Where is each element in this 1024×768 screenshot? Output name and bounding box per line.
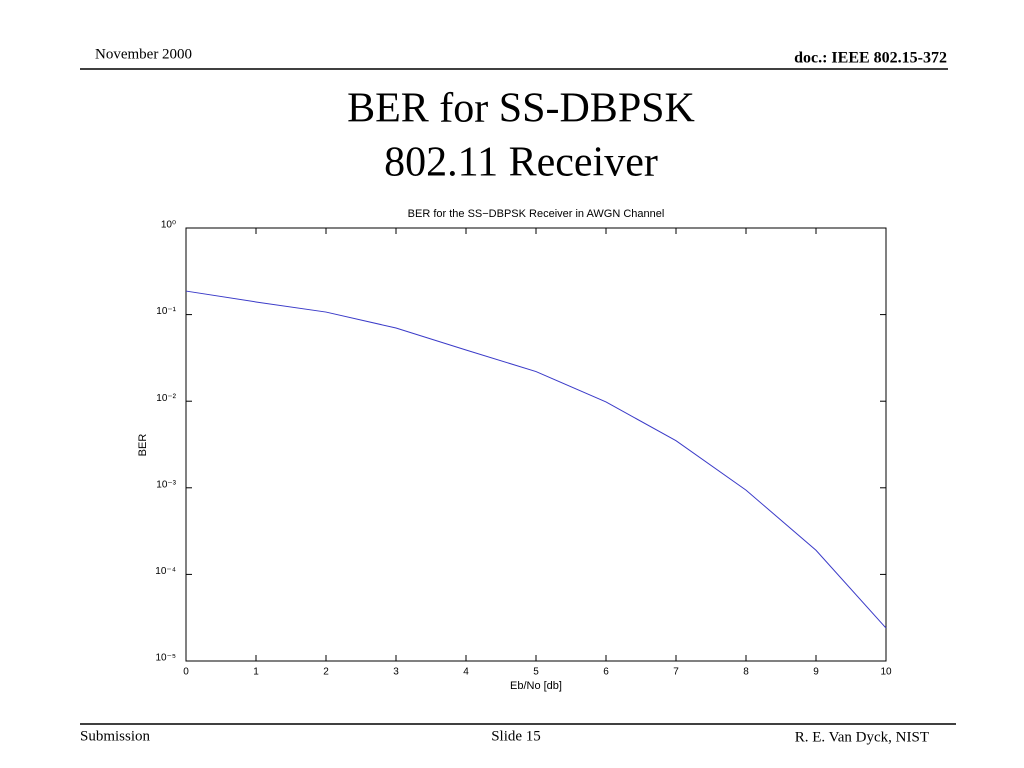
- footer-left: Submission: [80, 728, 151, 744]
- slide-title: BER for SS-DBPSK: [347, 86, 695, 132]
- y-tick-label: 10⁻³: [156, 479, 176, 490]
- x-tick-label: 1: [253, 667, 259, 678]
- x-tick-label: 4: [463, 667, 469, 678]
- x-tick-label: 10: [880, 667, 892, 678]
- chart-title: BER for the SS−DBPSK Receiver in AWGN Ch…: [408, 208, 665, 220]
- x-tick-label: 9: [813, 667, 819, 678]
- footer-center: Slide 15: [491, 728, 541, 744]
- chart: BER for the SS−DBPSK Receiver in AWGN Ch…: [137, 208, 892, 692]
- y-tick-label: 10⁻⁴: [155, 566, 176, 577]
- y-tick-label: 10⁰: [161, 220, 176, 231]
- data-line: [185, 290, 887, 629]
- slide-title: 802.11 Receiver: [384, 140, 658, 186]
- x-tick-label: 3: [393, 667, 399, 678]
- footer-right: R. E. Van Dyck, NIST: [795, 729, 929, 745]
- y-tick-label: 10⁻⁵: [155, 653, 176, 664]
- x-tick-label: 7: [673, 667, 679, 678]
- plot-frame: [185, 227, 887, 662]
- x-tick-label: 6: [603, 667, 609, 678]
- header-doc: doc.: IEEE 802.15-372: [794, 50, 947, 67]
- x-tick-label: 2: [323, 667, 329, 678]
- x-axis-label: Eb/No [db]: [510, 680, 562, 692]
- y-tick-label: 10⁻²: [156, 393, 176, 404]
- header-date: November 2000: [95, 46, 192, 62]
- x-tick-label: 8: [743, 667, 749, 678]
- x-tick-label: 0: [183, 667, 189, 678]
- y-axis-label: BER: [137, 434, 149, 457]
- x-tick-label: 5: [533, 667, 539, 678]
- y-tick-label: 10⁻¹: [156, 306, 176, 317]
